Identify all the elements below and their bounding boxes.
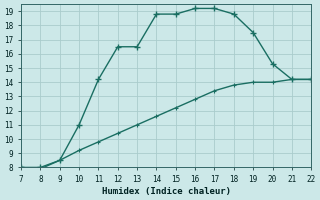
X-axis label: Humidex (Indice chaleur): Humidex (Indice chaleur) — [102, 187, 231, 196]
